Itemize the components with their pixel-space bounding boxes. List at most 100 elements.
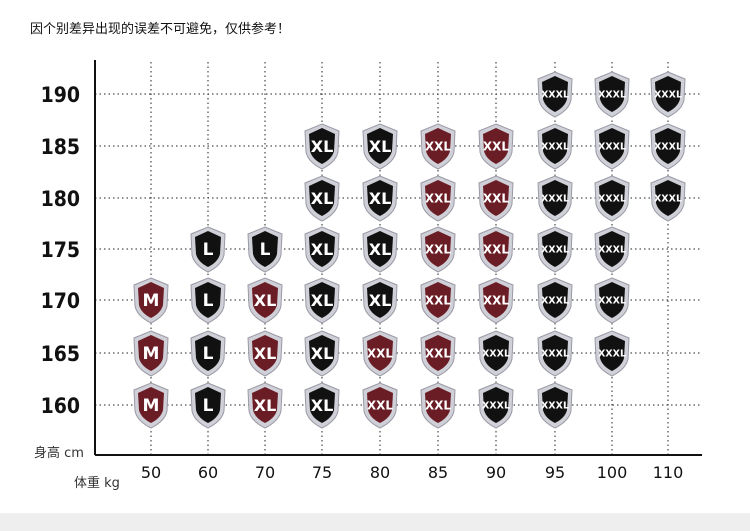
badge-shield-fill: [599, 76, 625, 112]
size-badge-90-160: XXXL: [478, 382, 514, 429]
badge-shield-fill: [542, 76, 568, 112]
badge-size-label: XXXL: [654, 193, 682, 204]
x-tick-100: 100: [597, 463, 628, 482]
size-badge-80-185: XL: [362, 123, 398, 170]
badge-shield-fill: [309, 282, 335, 318]
size-badge-50-160: M: [133, 382, 169, 429]
x-tick-70: 70: [255, 463, 275, 482]
badge-shield-fill: [599, 180, 625, 216]
badge-shield-fill: [138, 282, 164, 318]
badge-size-label: XXL: [425, 293, 452, 307]
badge-size-label: XL: [254, 344, 277, 363]
size-badge-50-165: M: [133, 330, 169, 377]
size-badge-110-180: XXXL: [650, 175, 686, 222]
size-badge-100-170: XXXL: [594, 277, 630, 324]
badge-shield-fill: [367, 180, 393, 216]
size-badge-95-185: XXXL: [537, 123, 573, 170]
badge-shield-fill: [195, 335, 221, 371]
badge-shield-fill: [252, 335, 278, 371]
badge-shield-fill: [483, 128, 509, 164]
badge-size-label: XXXL: [654, 141, 682, 152]
y-tick-165: 165: [41, 342, 80, 366]
badge-size-label: XXXL: [598, 89, 626, 100]
badge-shield-fill: [195, 282, 221, 318]
size-badge-85-180: XXL: [420, 175, 456, 222]
badge-size-label: XL: [311, 137, 334, 156]
badge-shield-fill: [252, 282, 278, 318]
badge-shield-fill: [309, 180, 335, 216]
badge-size-label: XL: [254, 291, 277, 310]
x-tick-labels: 50 60 70 75 80 85 90 95 100 110: [141, 463, 683, 482]
x-tick-90: 90: [486, 463, 506, 482]
size-badge-50-170: M: [133, 277, 169, 324]
size-badge-80-180: XL: [362, 175, 398, 222]
size-badge-85-170: XXL: [420, 277, 456, 324]
badge-shield-fill: [542, 387, 568, 423]
badge-size-label: L: [260, 240, 271, 260]
x-tick-60: 60: [198, 463, 218, 482]
size-badges: M M M L L L L XL XL XL L XL XL XL XL XL XL XXL XXL XL XL XL XL…: [133, 71, 686, 429]
size-badge-85-185: XXL: [420, 123, 456, 170]
badge-shield-fill: [425, 335, 451, 371]
badge-size-label: XXL: [367, 346, 394, 360]
badge-size-label: XXXL: [598, 348, 626, 359]
badge-size-label: M: [143, 291, 160, 311]
badge-shield-fill: [483, 180, 509, 216]
badge-shield-fill: [655, 128, 681, 164]
badge-shield-fill: [425, 282, 451, 318]
badge-size-label: XXXL: [598, 141, 626, 152]
x-tick-95: 95: [545, 463, 565, 482]
badge-size-label: XXL: [483, 242, 510, 256]
size-badge-100-180: XXXL: [594, 175, 630, 222]
badge-size-label: XXXL: [598, 244, 626, 255]
badge-shield-fill: [367, 335, 393, 371]
badge-shield-fill: [599, 128, 625, 164]
badge-size-label: L: [203, 240, 214, 260]
x-tick-85: 85: [428, 463, 448, 482]
badge-shield-fill: [655, 180, 681, 216]
badge-size-label: XL: [311, 291, 334, 310]
bottom-strip: [0, 513, 750, 531]
badge-size-label: XXL: [425, 191, 452, 205]
size-badge-90-180: XXL: [478, 175, 514, 222]
badge-size-label: XXXL: [541, 193, 569, 204]
size-badge-80-175: XL: [362, 226, 398, 273]
badge-shield-fill: [483, 335, 509, 371]
badge-size-label: XXL: [425, 346, 452, 360]
badge-size-label: XXL: [483, 139, 510, 153]
size-badge-70-165: XL: [247, 330, 283, 377]
size-badge-75-185: XL: [304, 123, 340, 170]
badge-shield-fill: [425, 180, 451, 216]
size-badge-85-165: XXL: [420, 330, 456, 377]
badge-size-label: XL: [369, 240, 392, 259]
size-badge-90-170: XXL: [478, 277, 514, 324]
badge-size-label: M: [143, 396, 160, 416]
size-badge-70-160: XL: [247, 382, 283, 429]
size-badge-95-180: XXXL: [537, 175, 573, 222]
badge-shield-fill: [542, 180, 568, 216]
badge-size-label: XXXL: [598, 295, 626, 306]
y-tick-175: 175: [41, 238, 80, 262]
size-badge-75-165: XL: [304, 330, 340, 377]
size-badge-80-170: XL: [362, 277, 398, 324]
size-badge-110-190: XXXL: [650, 71, 686, 118]
y-tick-170: 170: [41, 289, 80, 313]
size-badge-100-185: XXXL: [594, 123, 630, 170]
badge-size-label: XL: [311, 189, 334, 208]
badge-shield-fill: [483, 282, 509, 318]
badge-size-label: XXXL: [541, 295, 569, 306]
badge-shield-fill: [483, 231, 509, 267]
badge-size-label: XXL: [425, 139, 452, 153]
size-badge-100-175: XXXL: [594, 226, 630, 273]
badge-shield-fill: [195, 231, 221, 267]
size-badge-90-165: XXXL: [478, 330, 514, 377]
badge-size-label: XXL: [425, 242, 452, 256]
size-badge-70-175: L: [247, 226, 283, 273]
y-tick-190: 190: [41, 83, 80, 107]
badge-size-label: XL: [311, 240, 334, 259]
size-badge-110-185: XXXL: [650, 123, 686, 170]
badge-shield-fill: [542, 128, 568, 164]
y-tick-185: 185: [41, 135, 80, 159]
disclaimer-note: 因个别差异出现的误差不可避免，仅供参考！: [30, 22, 291, 37]
